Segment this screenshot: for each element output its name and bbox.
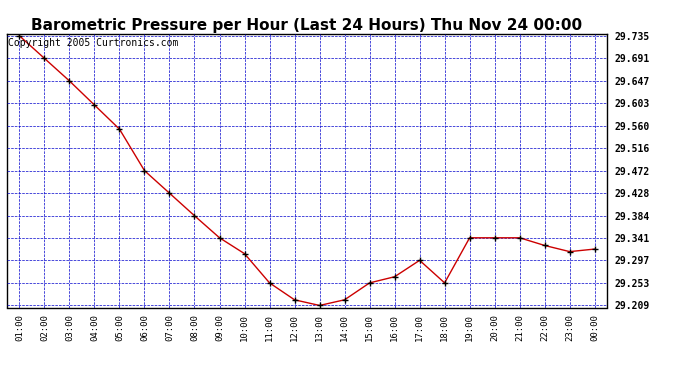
Text: Copyright 2005 Curtronics.com: Copyright 2005 Curtronics.com [8, 38, 178, 48]
Title: Barometric Pressure per Hour (Last 24 Hours) Thu Nov 24 00:00: Barometric Pressure per Hour (Last 24 Ho… [32, 18, 582, 33]
